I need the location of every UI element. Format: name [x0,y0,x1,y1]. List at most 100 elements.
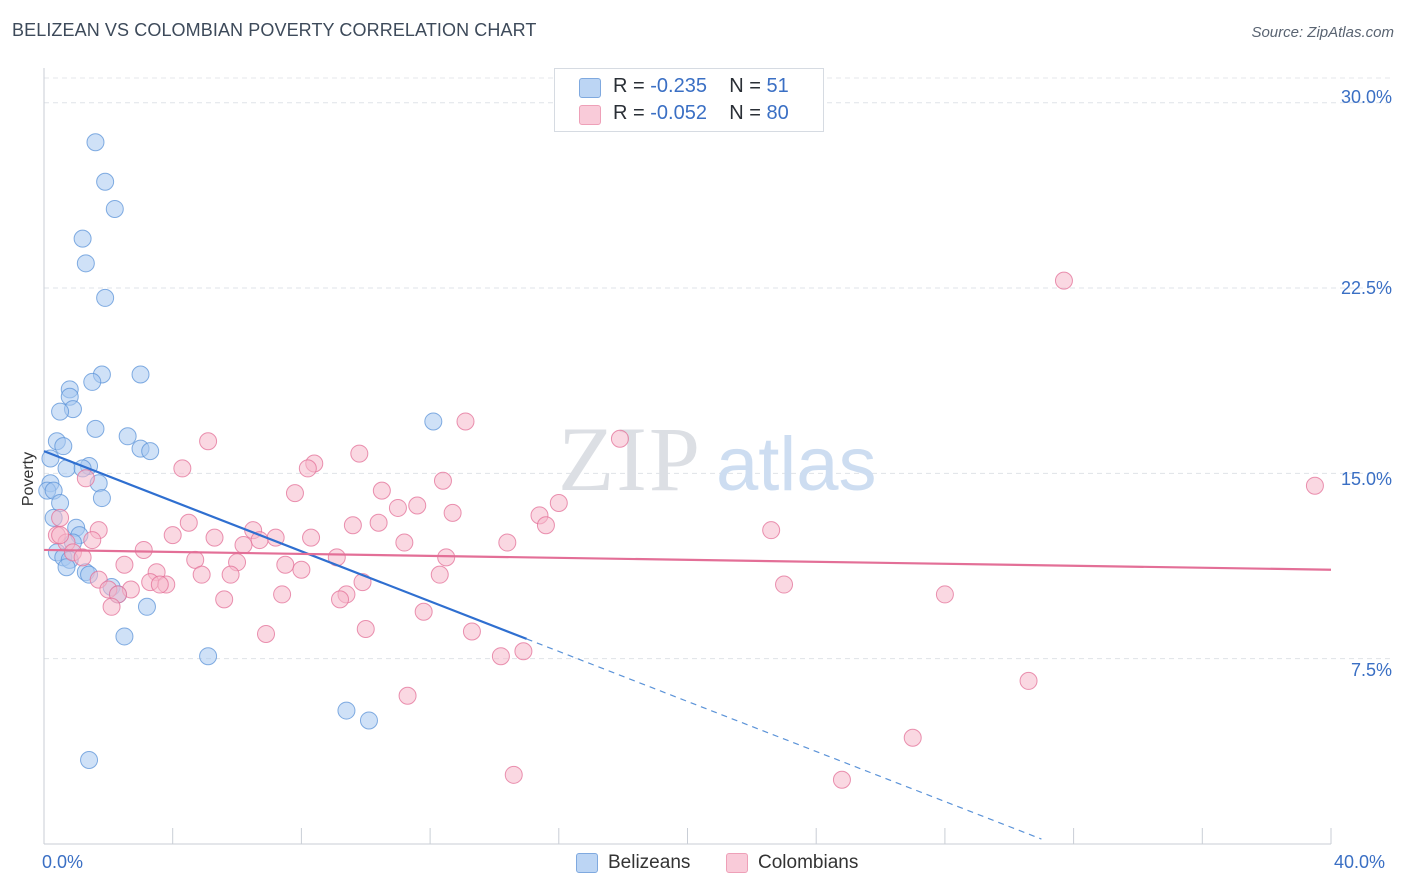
belizean-point [115,627,134,646]
bottom-legend-label-colombians: Colombians [758,852,859,873]
colombian-point [443,503,462,522]
colombian-point [205,528,224,547]
belizean-point [137,597,156,616]
belizean-point [359,711,378,730]
colombian-point [398,686,417,705]
colombian-point [285,484,304,503]
belizean-point [83,372,102,391]
colombian-point [173,459,192,478]
belizean-trend-line [43,450,528,640]
belizean-point [54,437,73,456]
colombian-point [257,624,276,643]
belizean-point [96,172,115,191]
correlation-legend: R = -0.235 N = 51 R = -0.052 N = 80 [554,68,824,132]
chart-title: BELIZEAN VS COLOMBIAN POVERTY CORRELATIO… [12,20,537,40]
watermark-atlas: atlas [716,422,877,507]
colombian-point [199,432,218,451]
legend-r-value: -0.235 [650,75,707,97]
colombian-point [298,459,317,478]
colombian-point [903,728,922,747]
colombian-point [343,516,362,535]
colombian-point [1054,271,1073,290]
data-points [38,133,1324,789]
belizean-point [57,558,76,577]
colombian-point [1019,671,1038,690]
colombian-point [536,516,555,535]
colombian-point [356,620,375,639]
colombian-point [350,444,369,463]
y-tick-label: 7.5% [1350,660,1392,680]
colombian-point [276,555,295,574]
colombian-point [504,765,523,784]
colombian-trend-line [43,548,1332,571]
colombian-point [832,770,851,789]
colombian-point [395,533,414,552]
colombian-point [221,565,240,584]
colombian-point [430,565,449,584]
belizean-point [105,199,124,218]
legend-swatch-belizeans [579,78,601,98]
colombian-point [115,555,134,574]
watermark: ZIP atlas [558,408,877,510]
colombian-point [1305,476,1324,495]
belizean-point [131,365,150,384]
watermark-zip: ZIP [558,408,702,510]
colombian-point [215,590,234,609]
gridlines [44,77,1394,660]
colombian-point [234,536,253,555]
colombian-point [102,597,121,616]
colombian-point [498,533,517,552]
belizean-point [86,133,105,152]
bottom-legend-label-belizeans: Belizeans [608,852,691,873]
belizean-point [96,288,115,307]
belizean-point [92,489,111,508]
belizean-point [337,701,356,720]
legend-swatch-colombians [579,105,601,125]
colombian-point [775,575,794,594]
belizean-point [51,402,70,421]
bottom-legend-swatch-belizeans [576,853,598,873]
colombian-point [51,508,70,527]
belizean-point [118,427,137,446]
belizean-point [424,412,443,431]
colombian-point [83,531,102,550]
legend-n-value: 80 [766,102,789,124]
colombian-point [192,565,211,584]
colombian-point [549,494,568,513]
y-tick-label: 22.5% [1340,278,1392,298]
colombian-point [610,429,629,448]
legend-n-label: N = [729,75,761,97]
legend-n-value: 51 [766,75,789,97]
colombian-point [514,642,533,661]
colombian-point [762,521,781,540]
colombian-point [179,513,198,532]
legend-r-label: R = [613,102,645,124]
colombian-point [414,602,433,621]
colombian-point [372,481,391,500]
colombian-point [163,526,182,545]
colombian-point [408,496,427,515]
colombian-point [273,585,292,604]
belizean-point [80,750,99,769]
trend-lines [43,450,1332,840]
colombian-point [76,469,95,488]
colombian-point [456,412,475,431]
belizean-point [86,419,105,438]
legend-n-label: N = [729,102,761,124]
colombian-point [331,590,350,609]
colombian-point [73,548,92,567]
belizean-trend-extension [526,638,1042,840]
colombian-point [292,560,311,579]
colombian-point [935,585,954,604]
chart-source: Source: ZipAtlas.com [1251,24,1394,41]
x-tick-label-max: 40.0% [1334,852,1386,872]
belizean-point [76,254,95,273]
colombian-point [302,528,321,547]
colombian-point [134,540,153,559]
colombian-point [51,526,70,545]
x-tick-label-min: 0.0% [42,852,84,872]
bottom-legend-swatch-colombians [726,853,748,873]
colombian-point [462,622,481,641]
colombian-point [369,513,388,532]
